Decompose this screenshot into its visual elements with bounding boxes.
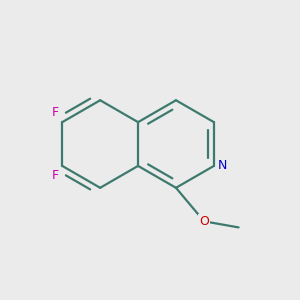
Text: F: F	[52, 106, 59, 119]
Text: O: O	[199, 215, 209, 228]
Text: F: F	[52, 169, 59, 182]
Text: N: N	[218, 159, 227, 172]
